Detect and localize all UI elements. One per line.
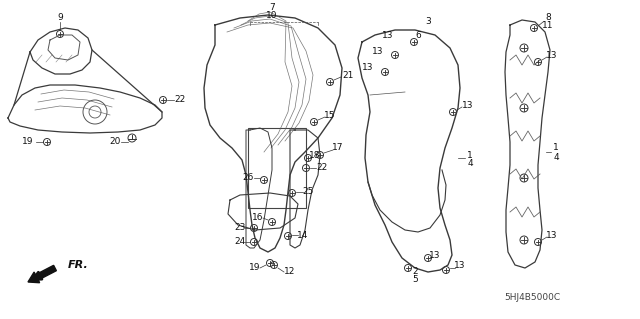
Text: FR.: FR. bbox=[68, 260, 89, 270]
Text: 19: 19 bbox=[249, 263, 260, 272]
Text: 3: 3 bbox=[425, 18, 431, 26]
Text: 13: 13 bbox=[454, 261, 466, 270]
Text: 14: 14 bbox=[298, 231, 308, 240]
Text: 22: 22 bbox=[174, 95, 186, 105]
Text: 6: 6 bbox=[415, 31, 421, 40]
Text: 22: 22 bbox=[316, 164, 328, 173]
Text: 12: 12 bbox=[284, 268, 296, 277]
Text: 10: 10 bbox=[266, 11, 278, 19]
Text: 16: 16 bbox=[252, 213, 264, 222]
Text: 7: 7 bbox=[269, 4, 275, 12]
Text: 8: 8 bbox=[545, 13, 551, 23]
Text: 13: 13 bbox=[372, 48, 384, 56]
Text: 20: 20 bbox=[109, 137, 121, 146]
Text: 11: 11 bbox=[542, 21, 554, 31]
Text: 25: 25 bbox=[302, 188, 314, 197]
Text: 2: 2 bbox=[412, 268, 418, 277]
Text: 15: 15 bbox=[324, 110, 336, 120]
Text: 24: 24 bbox=[234, 238, 246, 247]
Text: 13: 13 bbox=[547, 231, 557, 240]
Text: 4: 4 bbox=[467, 159, 473, 167]
Text: 9: 9 bbox=[57, 13, 63, 23]
Text: 13: 13 bbox=[462, 100, 474, 109]
Text: 13: 13 bbox=[429, 250, 441, 259]
Text: 21: 21 bbox=[342, 70, 354, 79]
Text: 13: 13 bbox=[362, 63, 374, 72]
Text: 17: 17 bbox=[332, 144, 344, 152]
Text: 23: 23 bbox=[234, 224, 246, 233]
Text: 13: 13 bbox=[547, 50, 557, 60]
Text: 26: 26 bbox=[243, 174, 253, 182]
Text: 13: 13 bbox=[382, 31, 394, 40]
Text: 5: 5 bbox=[412, 276, 418, 285]
Text: 1: 1 bbox=[553, 144, 559, 152]
Text: 19: 19 bbox=[22, 137, 34, 146]
Text: 18: 18 bbox=[309, 151, 321, 160]
FancyArrow shape bbox=[28, 265, 56, 283]
Text: 1: 1 bbox=[467, 151, 473, 160]
Text: 4: 4 bbox=[553, 152, 559, 161]
Text: 5HJ4B5000C: 5HJ4B5000C bbox=[504, 293, 560, 302]
